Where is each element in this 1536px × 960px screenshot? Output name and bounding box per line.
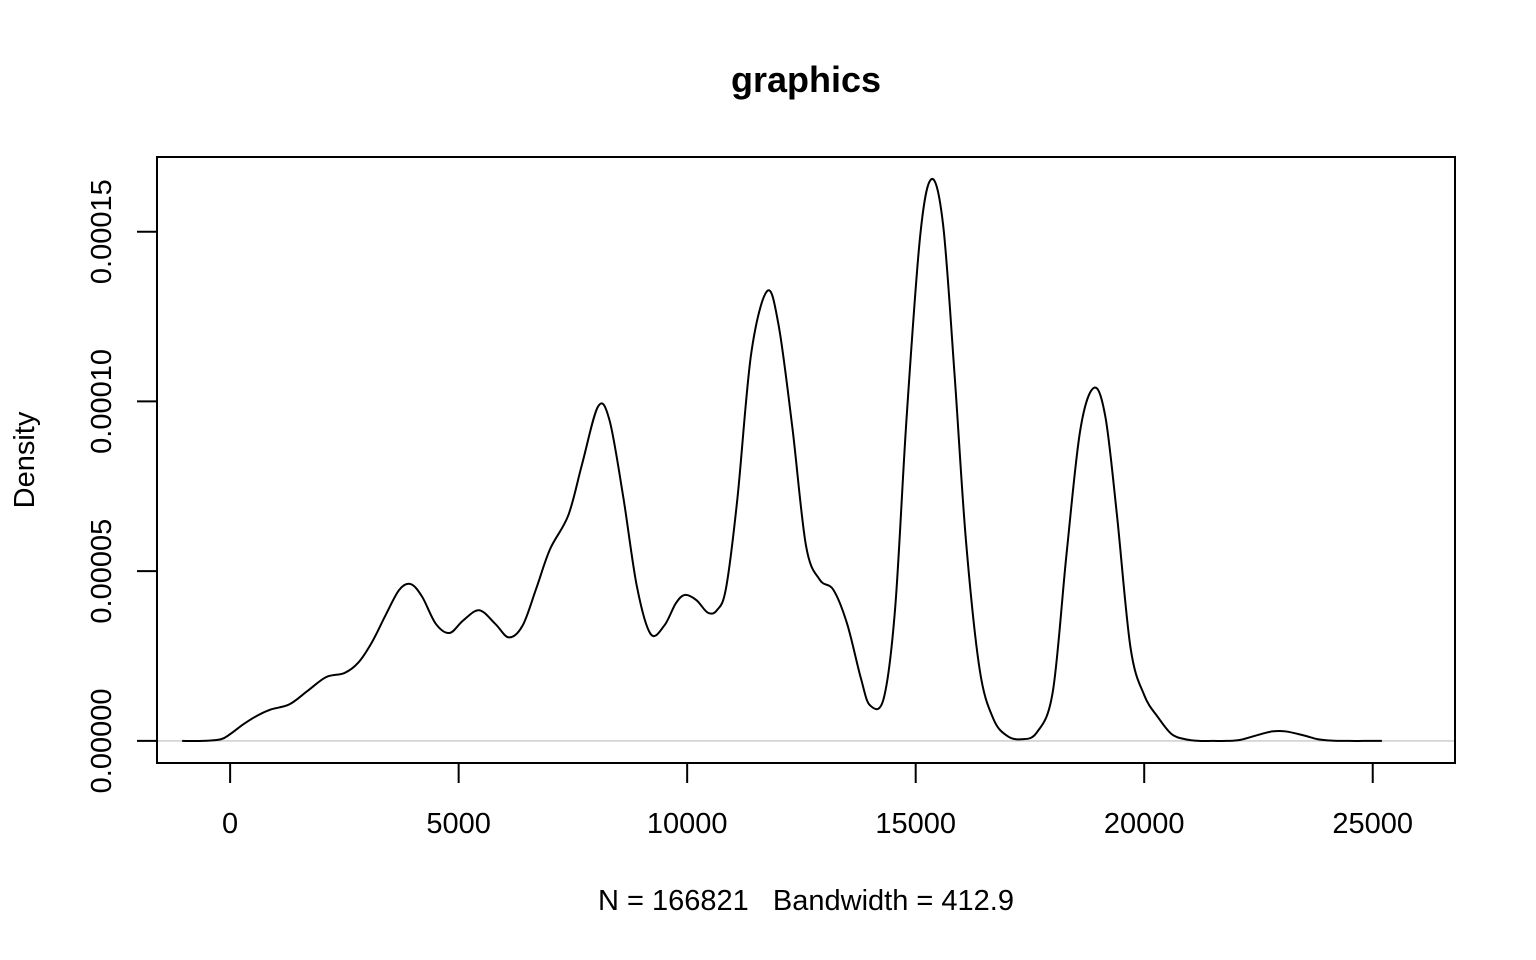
y-tick-label: 0.00015 xyxy=(86,179,118,284)
x-tick-label: 15000 xyxy=(875,808,956,840)
x-tick-label: 20000 xyxy=(1104,808,1185,840)
x-axis-label: N = 166821 Bandwidth = 412.9 xyxy=(598,885,1014,917)
plot-frame xyxy=(156,156,1456,764)
y-tick-label: 0.00005 xyxy=(86,519,118,624)
y-axis-label: Density xyxy=(9,411,41,508)
x-axis: 0 5000 10000 15000 20000 25000 xyxy=(222,762,1413,840)
x-tick-label: 5000 xyxy=(426,808,491,840)
x-tick-label: 25000 xyxy=(1332,808,1413,840)
y-axis: 0.00000 0.00005 0.00010 0.00015 xyxy=(86,179,158,794)
x-tick-label: 0 xyxy=(222,808,238,840)
y-tick-label: 0.00000 xyxy=(86,689,118,794)
y-tick-label: 0.00010 xyxy=(86,349,118,454)
density-curve xyxy=(182,178,1382,743)
x-tick-label: 10000 xyxy=(647,808,728,840)
chart-title: graphics xyxy=(731,59,881,100)
